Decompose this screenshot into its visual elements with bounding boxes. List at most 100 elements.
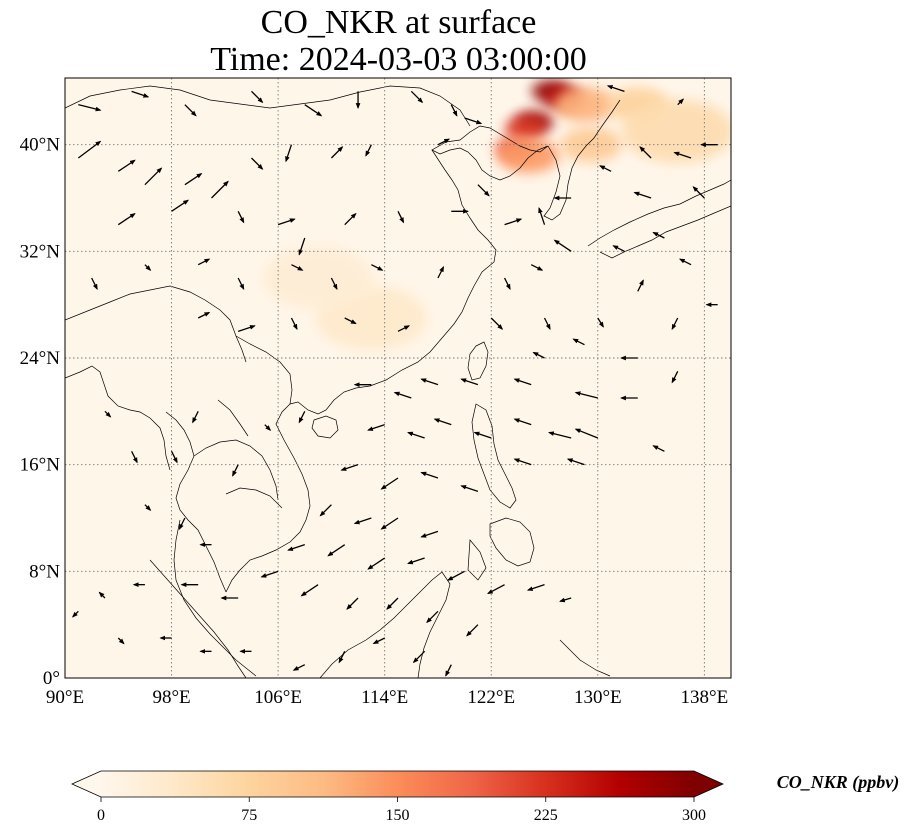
lon-tick-label: 90°E xyxy=(46,687,84,708)
border-inland-5 xyxy=(217,399,249,437)
coastline-malay-thailand xyxy=(165,411,227,593)
wind-arrow xyxy=(277,218,296,226)
wind-arrow xyxy=(677,98,685,106)
wind-arrow xyxy=(330,277,338,291)
wind-arrow xyxy=(298,411,306,424)
title-line-2: Time: 2024-03-03 03:00:00 xyxy=(210,41,587,78)
wind-arrow xyxy=(292,664,306,671)
wind-arrow xyxy=(104,410,112,418)
wind-arrow xyxy=(437,138,451,146)
coastline-vietnam xyxy=(225,403,311,593)
gridlines xyxy=(65,78,731,678)
lat-tick-label: 0° xyxy=(43,668,60,689)
wind-arrow xyxy=(260,570,279,578)
wind-arrow xyxy=(77,140,102,159)
wind-arrow xyxy=(445,664,452,677)
wind-arrow xyxy=(192,411,199,424)
wind-arrow xyxy=(291,264,304,271)
wind-arrow xyxy=(426,610,439,624)
wind-arrow xyxy=(566,458,585,466)
wind-arrow xyxy=(327,544,346,557)
border-inland-2 xyxy=(235,335,293,405)
colorbar-tick-label: 150 xyxy=(386,807,410,824)
lon-tick-label: 106°E xyxy=(254,687,302,708)
wind-arrow xyxy=(285,144,293,163)
wind-arrow xyxy=(237,325,256,332)
wind-arrow xyxy=(397,211,405,224)
wind-arrow xyxy=(599,165,612,172)
wind-arrow xyxy=(678,258,692,266)
wind-arrow xyxy=(420,530,439,538)
wind-arrow xyxy=(548,431,572,439)
wind-arrow xyxy=(513,418,532,426)
colorbar-tick-label: 0 xyxy=(97,807,105,824)
wind-arrow xyxy=(144,504,152,511)
map-area xyxy=(65,78,731,678)
coastline-india-bangladesh xyxy=(65,365,171,471)
lon-tick-label: 130°E xyxy=(574,687,622,708)
border-mongolia xyxy=(65,85,471,127)
wind-arrow xyxy=(597,317,604,328)
wind-arrow xyxy=(144,167,163,186)
wind-arrow xyxy=(131,90,150,98)
coastlines xyxy=(65,85,731,678)
wind-arrow xyxy=(397,325,411,332)
wind-arrow xyxy=(365,144,372,157)
wind-arrow xyxy=(606,85,625,92)
wind-arrow xyxy=(211,180,229,199)
colorbar-extend-low xyxy=(72,771,101,797)
wind-arrow xyxy=(144,264,152,271)
wind-arrow xyxy=(466,624,479,637)
wind-arrow xyxy=(450,104,458,117)
colorbar-tick-label: 75 xyxy=(241,807,257,824)
concentration-hotspot xyxy=(621,99,731,164)
wind-arrow xyxy=(447,570,465,581)
lon-tick-label: 138°E xyxy=(681,687,729,708)
wind-arrow xyxy=(559,597,572,603)
axis-tick-labels: 90°E 98°E 106°E 114°E 122°E 130°E 138°E 0° 8°N 16… xyxy=(20,135,729,708)
wind-arrow xyxy=(251,157,264,170)
wind-arrow xyxy=(487,584,505,595)
colorbar-ticks: 0 75 150 225 300 xyxy=(97,797,706,824)
wind-arrow xyxy=(371,264,384,271)
wind-arrow xyxy=(353,517,372,525)
wind-arrow xyxy=(287,544,305,551)
wind-arrow xyxy=(197,258,211,266)
concentration-hotspot xyxy=(553,87,616,123)
wind-arrow xyxy=(513,458,532,466)
wind-arrow xyxy=(78,104,102,112)
map-background xyxy=(65,78,731,678)
colorbar-tick-label: 225 xyxy=(534,807,558,824)
wind-arrow xyxy=(437,265,445,279)
wind-arrow xyxy=(503,277,511,291)
coastline-korea xyxy=(543,99,621,221)
coastline-sumatra xyxy=(149,559,247,678)
wind-arrow xyxy=(367,424,385,431)
wind-arrow xyxy=(71,610,79,618)
concentration-hotspot xyxy=(497,137,560,173)
wind-arrow xyxy=(460,485,479,492)
wind-arrow xyxy=(197,311,211,319)
wind-arrow xyxy=(673,151,692,159)
wind-arrow xyxy=(671,317,679,331)
wind-arrow xyxy=(490,317,504,330)
wind-arrow xyxy=(460,378,479,386)
concentration-hotspot xyxy=(504,117,545,140)
wind-arrow xyxy=(304,104,323,117)
wind-arrow xyxy=(251,90,264,104)
colorbar: 0 75 150 225 300 CO_NKR (ppbv) xyxy=(71,770,899,824)
wind-arrow xyxy=(330,146,344,159)
wind-arrow xyxy=(170,451,178,464)
wind-arrow xyxy=(652,445,665,452)
wind-arrow xyxy=(639,146,652,159)
title-line-1: CO_NKR at surface xyxy=(260,4,537,41)
wind-arrow xyxy=(513,378,532,386)
colorbar-gradient xyxy=(101,771,694,797)
colorbar-tick-label: 300 xyxy=(682,807,706,824)
lat-tick-label: 32°N xyxy=(20,241,61,262)
concentration-hotspot xyxy=(262,246,375,310)
coastline-peninsula xyxy=(173,519,257,677)
lat-tick-label: 24°N xyxy=(20,348,61,369)
wind-arrow xyxy=(572,338,585,346)
